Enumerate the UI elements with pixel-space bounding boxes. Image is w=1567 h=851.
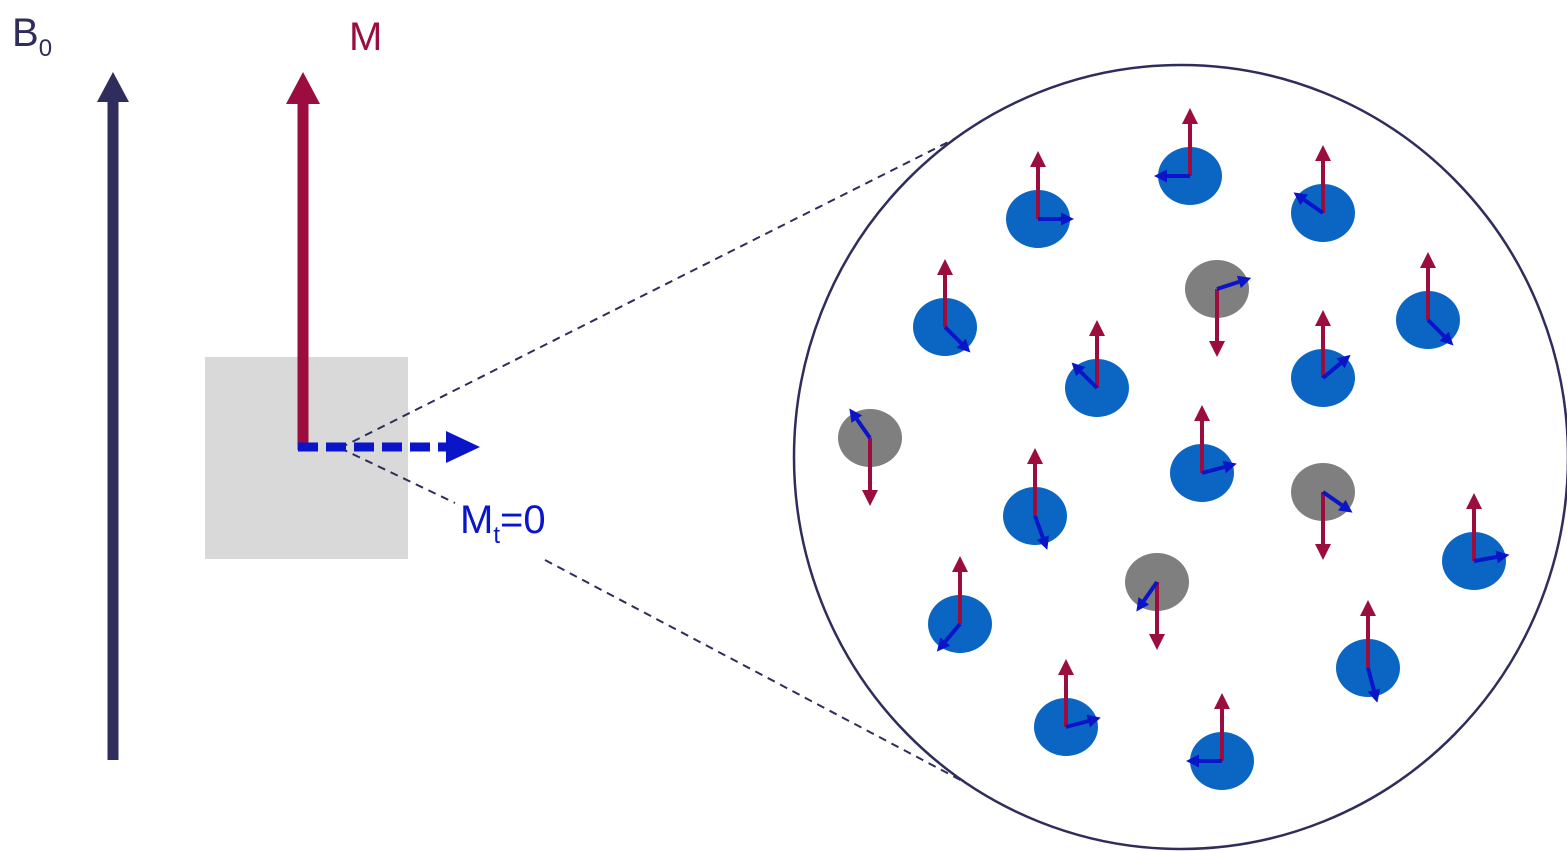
spin-population (838, 108, 1510, 790)
spin-transverse-arrow (1033, 515, 1049, 550)
spin-moment-arrow (952, 556, 968, 624)
spin-moment-arrow (1315, 310, 1331, 378)
spin-transverse-arrow (1293, 192, 1325, 215)
spin-moment-arrow (1149, 582, 1165, 650)
spin-up (1170, 405, 1237, 502)
spin-transverse-arrow (1154, 169, 1190, 183)
spin-moment-arrow (1360, 600, 1376, 668)
spin-transverse-arrow (936, 622, 962, 652)
spin-moment-arrow (1420, 252, 1436, 320)
spin-up (928, 556, 992, 653)
spin-moment-arrow (862, 438, 878, 506)
spin-up (1034, 659, 1101, 756)
spin-moment-arrow (1315, 492, 1331, 560)
spin-up (1291, 145, 1355, 242)
spin-transverse-arrow (1473, 550, 1510, 564)
spin-transverse-arrow (943, 325, 971, 353)
spin-transverse-arrow (1321, 354, 1351, 380)
zoom-connector-lines (339, 115, 1003, 803)
spin-up (1336, 600, 1400, 703)
spin-transverse-arrow (1366, 667, 1381, 703)
spin-moment-arrow (937, 259, 953, 327)
spin-transverse-arrow (1426, 318, 1454, 346)
spin-up (1006, 151, 1074, 248)
spin-moment-arrow (1315, 145, 1331, 213)
spin-up (1396, 252, 1460, 349)
spin-transverse-arrow (849, 408, 872, 440)
spin-up (1154, 108, 1222, 205)
spin-up (1186, 693, 1254, 790)
spin-up (1291, 310, 1355, 407)
spin-moment-arrow (1089, 320, 1105, 388)
spin-transverse-arrow (1038, 212, 1074, 226)
spin-up (1065, 320, 1129, 417)
spin-transverse-arrow (1065, 714, 1101, 729)
spin-moment-arrow (1027, 448, 1043, 516)
mt-label: Mt=0 (460, 498, 546, 549)
m-label: M (349, 15, 382, 59)
spin-moment-arrow (1182, 108, 1198, 176)
spin-moment-arrow (1214, 693, 1230, 761)
spin-down (1291, 463, 1355, 560)
spin-up (1003, 448, 1067, 550)
mt-transverse-arrow (298, 431, 480, 463)
spin-moment-arrow (1194, 405, 1210, 473)
b0-field-arrow (97, 72, 129, 760)
spin-transverse-arrow (1216, 275, 1252, 291)
spin-moment-arrow (1466, 493, 1482, 561)
spin-transverse-arrow (1136, 580, 1159, 612)
spin-down (1125, 553, 1189, 650)
spin-moment-arrow (1209, 289, 1225, 357)
spin-down (838, 408, 902, 506)
spin-moment-arrow (1058, 659, 1074, 727)
spin-up (913, 259, 977, 356)
spin-down (1185, 260, 1252, 357)
b0-label: B0 (12, 11, 52, 62)
spin-moment-arrow (1030, 151, 1046, 219)
m-net-magnetization-arrow (286, 72, 320, 450)
spin-transverse-arrow (1201, 460, 1237, 475)
spin-transverse-arrow (1321, 490, 1353, 513)
spin-up (1442, 493, 1510, 590)
spin-transverse-arrow (1186, 754, 1222, 768)
spin-transverse-arrow (1071, 362, 1099, 390)
